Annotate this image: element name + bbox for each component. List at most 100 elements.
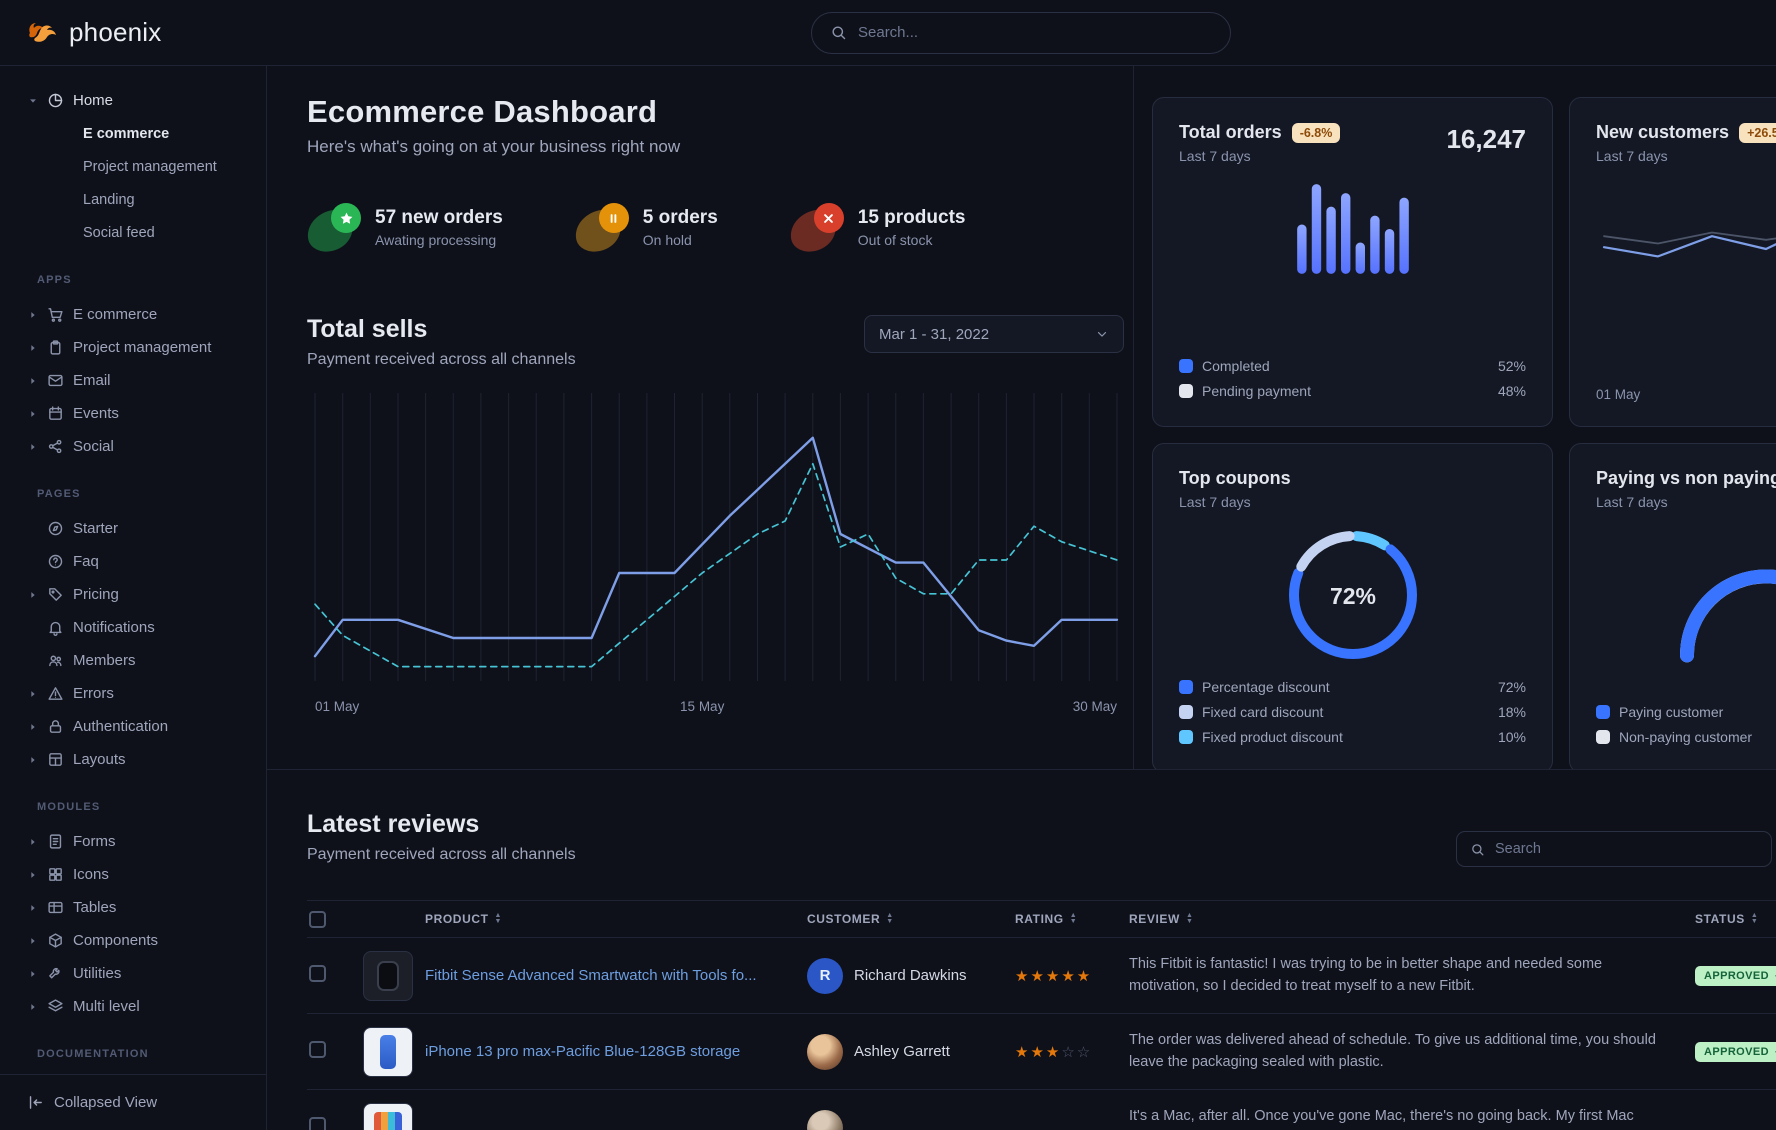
column-header-customer[interactable]: CUSTOMER ▲ ▼ — [807, 912, 894, 926]
calendar-icon — [47, 405, 64, 422]
sidebar-item-authentication[interactable]: Authentication — [0, 710, 266, 743]
legend-item-percentage-discount: Percentage discount 72% — [1179, 676, 1526, 698]
chevron-down-icon — [1095, 327, 1109, 341]
product-link[interactable]: Fitbit Sense Advanced Smartwatch with To… — [425, 967, 757, 984]
sidebar-item-errors[interactable]: Errors — [0, 677, 266, 710]
product-thumbnail[interactable] — [363, 950, 413, 1001]
legend-swatch — [1179, 680, 1193, 694]
product-thumbnail[interactable] — [363, 1026, 413, 1077]
total-sells-title: Total sells — [307, 315, 428, 343]
compass-icon — [47, 520, 64, 537]
new-customers-chart — [1602, 231, 1776, 258]
card-new-customers: New customers +26.5% Last 7 days 01 May — [1569, 97, 1776, 427]
kpi-cards: Total orders -6.8% Last 7 days 16,247 Co… — [1134, 66, 1776, 769]
pie-icon — [47, 92, 64, 109]
legend-swatch — [1179, 359, 1193, 373]
star-icon — [339, 211, 354, 226]
delta-badge: +26.5% — [1739, 122, 1776, 143]
row-checkbox[interactable] — [309, 1041, 326, 1058]
legend-label: Fixed card discount — [1202, 704, 1324, 720]
global-search[interactable] — [811, 11, 1231, 54]
reviews-search[interactable] — [1456, 831, 1772, 867]
row-checkbox[interactable] — [309, 1117, 326, 1130]
column-header-status[interactable]: STATUS ▲ ▼ — [1695, 912, 1759, 926]
reviews-search-input[interactable] — [1495, 841, 1758, 857]
sort-icon: ▲ ▼ — [494, 912, 503, 925]
sidebar-item-utilities[interactable]: Utilities — [0, 957, 266, 990]
sidebar-section-pages: PAGES — [37, 488, 81, 500]
collapse-view-toggle[interactable]: Collapsed View — [0, 1074, 266, 1130]
caret-right-icon — [28, 837, 38, 847]
sidebar-item-project-management[interactable]: Project management — [0, 331, 266, 364]
svg-text:15 May: 15 May — [680, 699, 725, 714]
sort-icon: ▲ ▼ — [1069, 912, 1078, 925]
sidebar-item-icons[interactable]: Icons — [0, 858, 266, 891]
date-range-select[interactable]: Mar 1 - 31, 2022 — [864, 315, 1124, 353]
sidebar-item-notifications[interactable]: Notifications — [0, 611, 266, 644]
product-thumbnail[interactable] — [363, 1102, 413, 1130]
caret-down-icon — [28, 96, 38, 106]
status-badge: APPROVED — [1695, 1041, 1776, 1062]
customer-name: Richard Dawkins — [854, 967, 967, 984]
pause-badge-icon — [571, 203, 629, 256]
legend-swatch — [1179, 384, 1193, 398]
column-header-product[interactable]: PRODUCT ▲ ▼ — [425, 912, 503, 926]
legend-label: Fixed product discount — [1202, 729, 1343, 745]
lock-icon — [47, 718, 64, 735]
caret-right-icon — [28, 376, 38, 386]
warning-icon — [47, 685, 64, 702]
caret-right-icon — [28, 1002, 38, 1012]
sidebar-item-landing[interactable]: Landing — [83, 191, 135, 208]
sidebar-item-social-feed[interactable]: Social feed — [83, 224, 155, 241]
sidebar-item-tables[interactable]: Tables — [0, 891, 266, 924]
legend-swatch — [1596, 730, 1610, 744]
total-orders-value: 16,247 — [1446, 124, 1526, 154]
row-checkbox[interactable] — [309, 965, 326, 982]
card-title: Total orders — [1179, 122, 1282, 142]
sidebar-item-starter[interactable]: Starter — [0, 512, 266, 545]
caret-right-icon — [28, 590, 38, 600]
wrench-icon — [47, 965, 64, 982]
global-search-input[interactable] — [858, 24, 1212, 41]
reviews-table-body: Fitbit Sense Advanced Smartwatch with To… — [307, 938, 1776, 1130]
sidebar-item-events[interactable]: Events — [0, 397, 266, 430]
customer-name: Ashley Garrett — [854, 1043, 950, 1060]
sidebar-item-home[interactable]: Home — [0, 84, 266, 117]
card-period: Last 7 days — [1596, 494, 1668, 510]
sidebar-item-project-management[interactable]: Project management — [83, 158, 217, 175]
caret-right-icon — [28, 442, 38, 452]
sidebar-item-social[interactable]: Social — [0, 430, 266, 463]
sidebar-item-e-commerce[interactable]: E commerce — [83, 125, 170, 142]
product-link[interactable]: iPhone 13 pro max-Pacific Blue-128GB sto… — [425, 1043, 741, 1060]
x-badge-icon — [786, 203, 844, 256]
rating-stars: ★★★☆☆ — [1015, 1043, 1093, 1061]
sidebar-item-email[interactable]: Email — [0, 364, 266, 397]
x-icon — [821, 211, 836, 226]
box-icon — [47, 932, 64, 949]
users-icon — [47, 652, 64, 669]
sidebar-nav: Home E commerce Project management Landing S… — [0, 84, 266, 1064]
card-top-coupons: Top coupons Last 7 days 72% Percentage d… — [1152, 443, 1553, 769]
sidebar-item-members[interactable]: Members — [0, 644, 266, 677]
column-header-review[interactable]: REVIEW ▲ ▼ — [1129, 912, 1194, 926]
caret-right-icon — [28, 903, 38, 913]
sidebar-item-e-commerce[interactable]: E commerce — [0, 298, 266, 331]
sidebar-item-components[interactable]: Components — [0, 924, 266, 957]
sidebar-item-pricing[interactable]: Pricing — [0, 578, 266, 611]
brand-logo[interactable]: phoenix — [0, 17, 161, 49]
select-all-checkbox[interactable] — [309, 910, 326, 928]
caret-right-icon — [28, 755, 38, 765]
sidebar-item-forms[interactable]: Forms — [0, 825, 266, 858]
card-title: Top coupons — [1179, 468, 1291, 488]
sidebar-item-layouts[interactable]: Layouts — [0, 743, 266, 776]
legend-swatch — [1596, 705, 1610, 719]
sidebar-item-faq[interactable]: Faq — [0, 545, 266, 578]
sidebar-item-multi-level[interactable]: Multi level — [0, 990, 266, 1023]
column-header-rating[interactable]: RATING ▲ ▼ — [1015, 912, 1078, 926]
dashboard-panel: Ecommerce Dashboard Here's what's going … — [267, 66, 1134, 769]
phoenix-logo-icon — [29, 22, 56, 42]
latest-reviews-section: Latest reviews Payment received across a… — [267, 770, 1776, 1130]
card-period: Last 7 days — [1596, 148, 1668, 164]
reviews-table-header: PRODUCT ▲ ▼ CUSTOMER ▲ ▼ RATING ▲ ▼ REVIEW ▲ ▼ STATU… — [307, 900, 1776, 938]
pause-icon — [606, 211, 621, 226]
